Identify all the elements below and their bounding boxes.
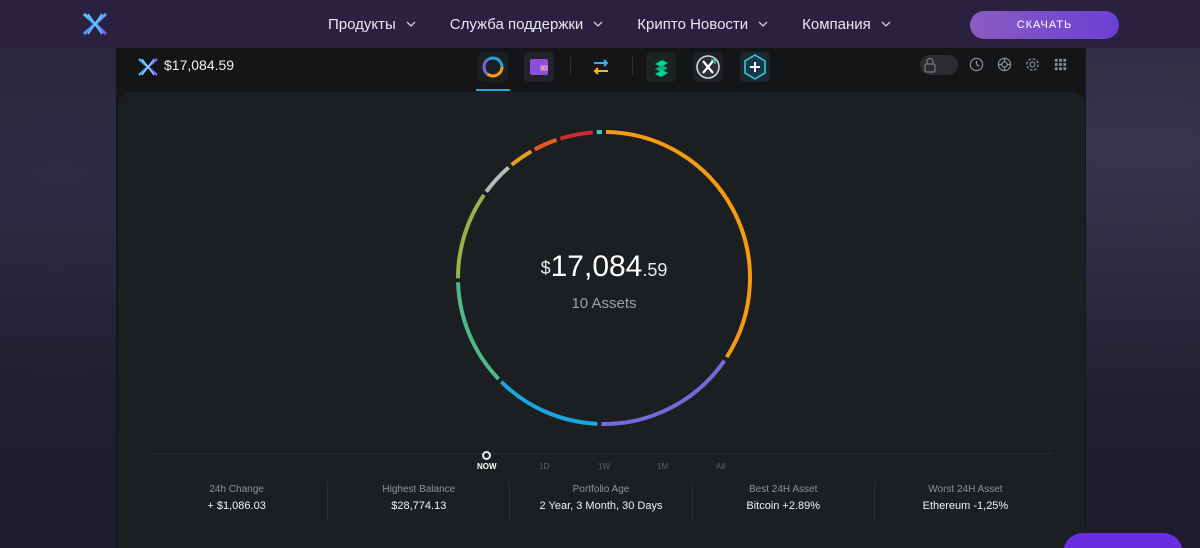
donut-slice[interactable] — [484, 165, 510, 193]
wallet-icon — [530, 59, 548, 75]
tab-exchange[interactable] — [586, 52, 616, 82]
header-balance: $17,084.59 — [164, 57, 235, 73]
nav-item-label: Служба поддержки — [449, 15, 584, 33]
timeline-marker[interactable] — [482, 451, 491, 460]
portfolio-panel: $17,084.59 10 Assets NOW 1D 1W 1M All 24… — [118, 92, 1085, 548]
stat-24h-change: 24h Change + $1,086.03 — [146, 482, 329, 522]
nav-item-crypto-news[interactable]: Крипто Новости — [637, 16, 768, 33]
timeline-track — [152, 453, 1052, 454]
stat-label: Highest Balance — [382, 484, 456, 495]
total-integer: 17,084 — [550, 250, 643, 283]
stat-label: 24h Change — [209, 484, 264, 495]
donut-slice[interactable] — [456, 193, 486, 279]
portfolio-icon — [482, 56, 504, 78]
tab-divider — [632, 57, 633, 75]
nav-item-support[interactable]: Служба поддержки — [450, 16, 604, 33]
nav-item-label: Продукты — [328, 15, 396, 33]
download-button[interactable]: СКАЧАТЬ — [970, 11, 1119, 39]
currency-symbol: $ — [540, 258, 551, 278]
stat-value: + $1,086.03 — [207, 500, 266, 512]
stat-value: Ethereum -1,25% — [922, 500, 1009, 512]
lock-icon — [924, 57, 936, 73]
tab-portfolio[interactable] — [478, 52, 508, 82]
assets-count: 10 Assets — [571, 295, 637, 312]
timeline-option-1w[interactable]: 1W — [598, 462, 610, 471]
chevron-down-icon — [406, 21, 416, 27]
active-tab-indicator — [476, 89, 510, 91]
exchange-icon — [593, 59, 609, 75]
nav-item-company[interactable]: Компания — [802, 16, 891, 33]
donut-slice[interactable] — [533, 138, 558, 152]
nav-item-label: Крипто Новости — [637, 15, 749, 33]
tab-divider — [570, 57, 571, 75]
portfolio-total: $17,084.59 — [454, 250, 754, 284]
donut-slice[interactable] — [606, 130, 752, 359]
stat-value: $28,774.13 — [391, 500, 447, 512]
chevron-down-icon — [881, 21, 891, 27]
chat-launcher-button[interactable] — [1063, 533, 1183, 548]
timeline-option-all[interactable]: All — [716, 462, 725, 471]
timeline-option-1m[interactable]: 1M — [657, 462, 669, 471]
app-header: $17,084.59 — [116, 48, 1086, 92]
wallet-app-window: $17,084.59 — [116, 48, 1086, 548]
top-navbar: Продукты Служба поддержки Крипто Новости… — [0, 0, 1200, 48]
donut-slice[interactable] — [601, 359, 727, 426]
tab-compound[interactable] — [646, 52, 676, 82]
nav-menu: Продукты Служба поддержки Крипто Новости… — [328, 0, 925, 48]
stat-worst-asset: Worst 24H Asset Ethereum -1,25% — [875, 482, 1056, 522]
settings-icon[interactable] — [1024, 56, 1041, 73]
stat-label: Worst 24H Asset — [928, 484, 1003, 495]
stat-value: Bitcoin +2.89% — [746, 500, 821, 512]
donut-slice[interactable] — [559, 130, 593, 141]
exodus-logo-icon[interactable] — [82, 11, 108, 37]
donut-slice[interactable] — [456, 282, 500, 381]
portfolio-stats: 24h Change + $1,086.03 Highest Balance $… — [146, 482, 1056, 522]
timeline-option-now[interactable]: NOW — [477, 462, 497, 471]
chevron-down-icon — [758, 21, 768, 27]
donut-slice[interactable] — [510, 149, 533, 167]
tab-xchange[interactable] — [693, 52, 723, 82]
timeline-option-1d[interactable]: 1D — [539, 462, 550, 471]
tab-wallet[interactable] — [524, 52, 554, 82]
exodus-logo-icon — [138, 58, 158, 76]
lock-toggle[interactable] — [920, 55, 958, 75]
apps-grid-icon[interactable] — [1052, 56, 1069, 73]
portfolio-donut-chart — [456, 130, 752, 426]
stat-best-asset: Best 24H Asset Bitcoin +2.89% — [693, 482, 875, 522]
chevron-down-icon — [593, 21, 603, 27]
history-icon[interactable] — [968, 56, 985, 73]
stat-highest-balance: Highest Balance $28,774.13 — [328, 482, 511, 522]
compound-icon — [655, 60, 668, 77]
add-app-icon — [744, 54, 766, 80]
support-icon[interactable] — [996, 56, 1013, 73]
xchange-icon — [696, 55, 720, 79]
nav-item-products[interactable]: Продукты — [328, 16, 416, 33]
stat-value: 2 Year, 3 Month, 30 Days — [539, 500, 663, 512]
stat-portfolio-age: Portfolio Age 2 Year, 3 Month, 30 Days — [510, 482, 693, 522]
stat-label: Best 24H Asset — [749, 484, 818, 495]
donut-slice[interactable] — [499, 380, 598, 426]
tab-add-app[interactable] — [740, 52, 770, 82]
stat-label: Portfolio Age — [572, 484, 630, 495]
total-decimal: .59 — [642, 260, 668, 280]
nav-item-label: Компания — [802, 15, 871, 33]
